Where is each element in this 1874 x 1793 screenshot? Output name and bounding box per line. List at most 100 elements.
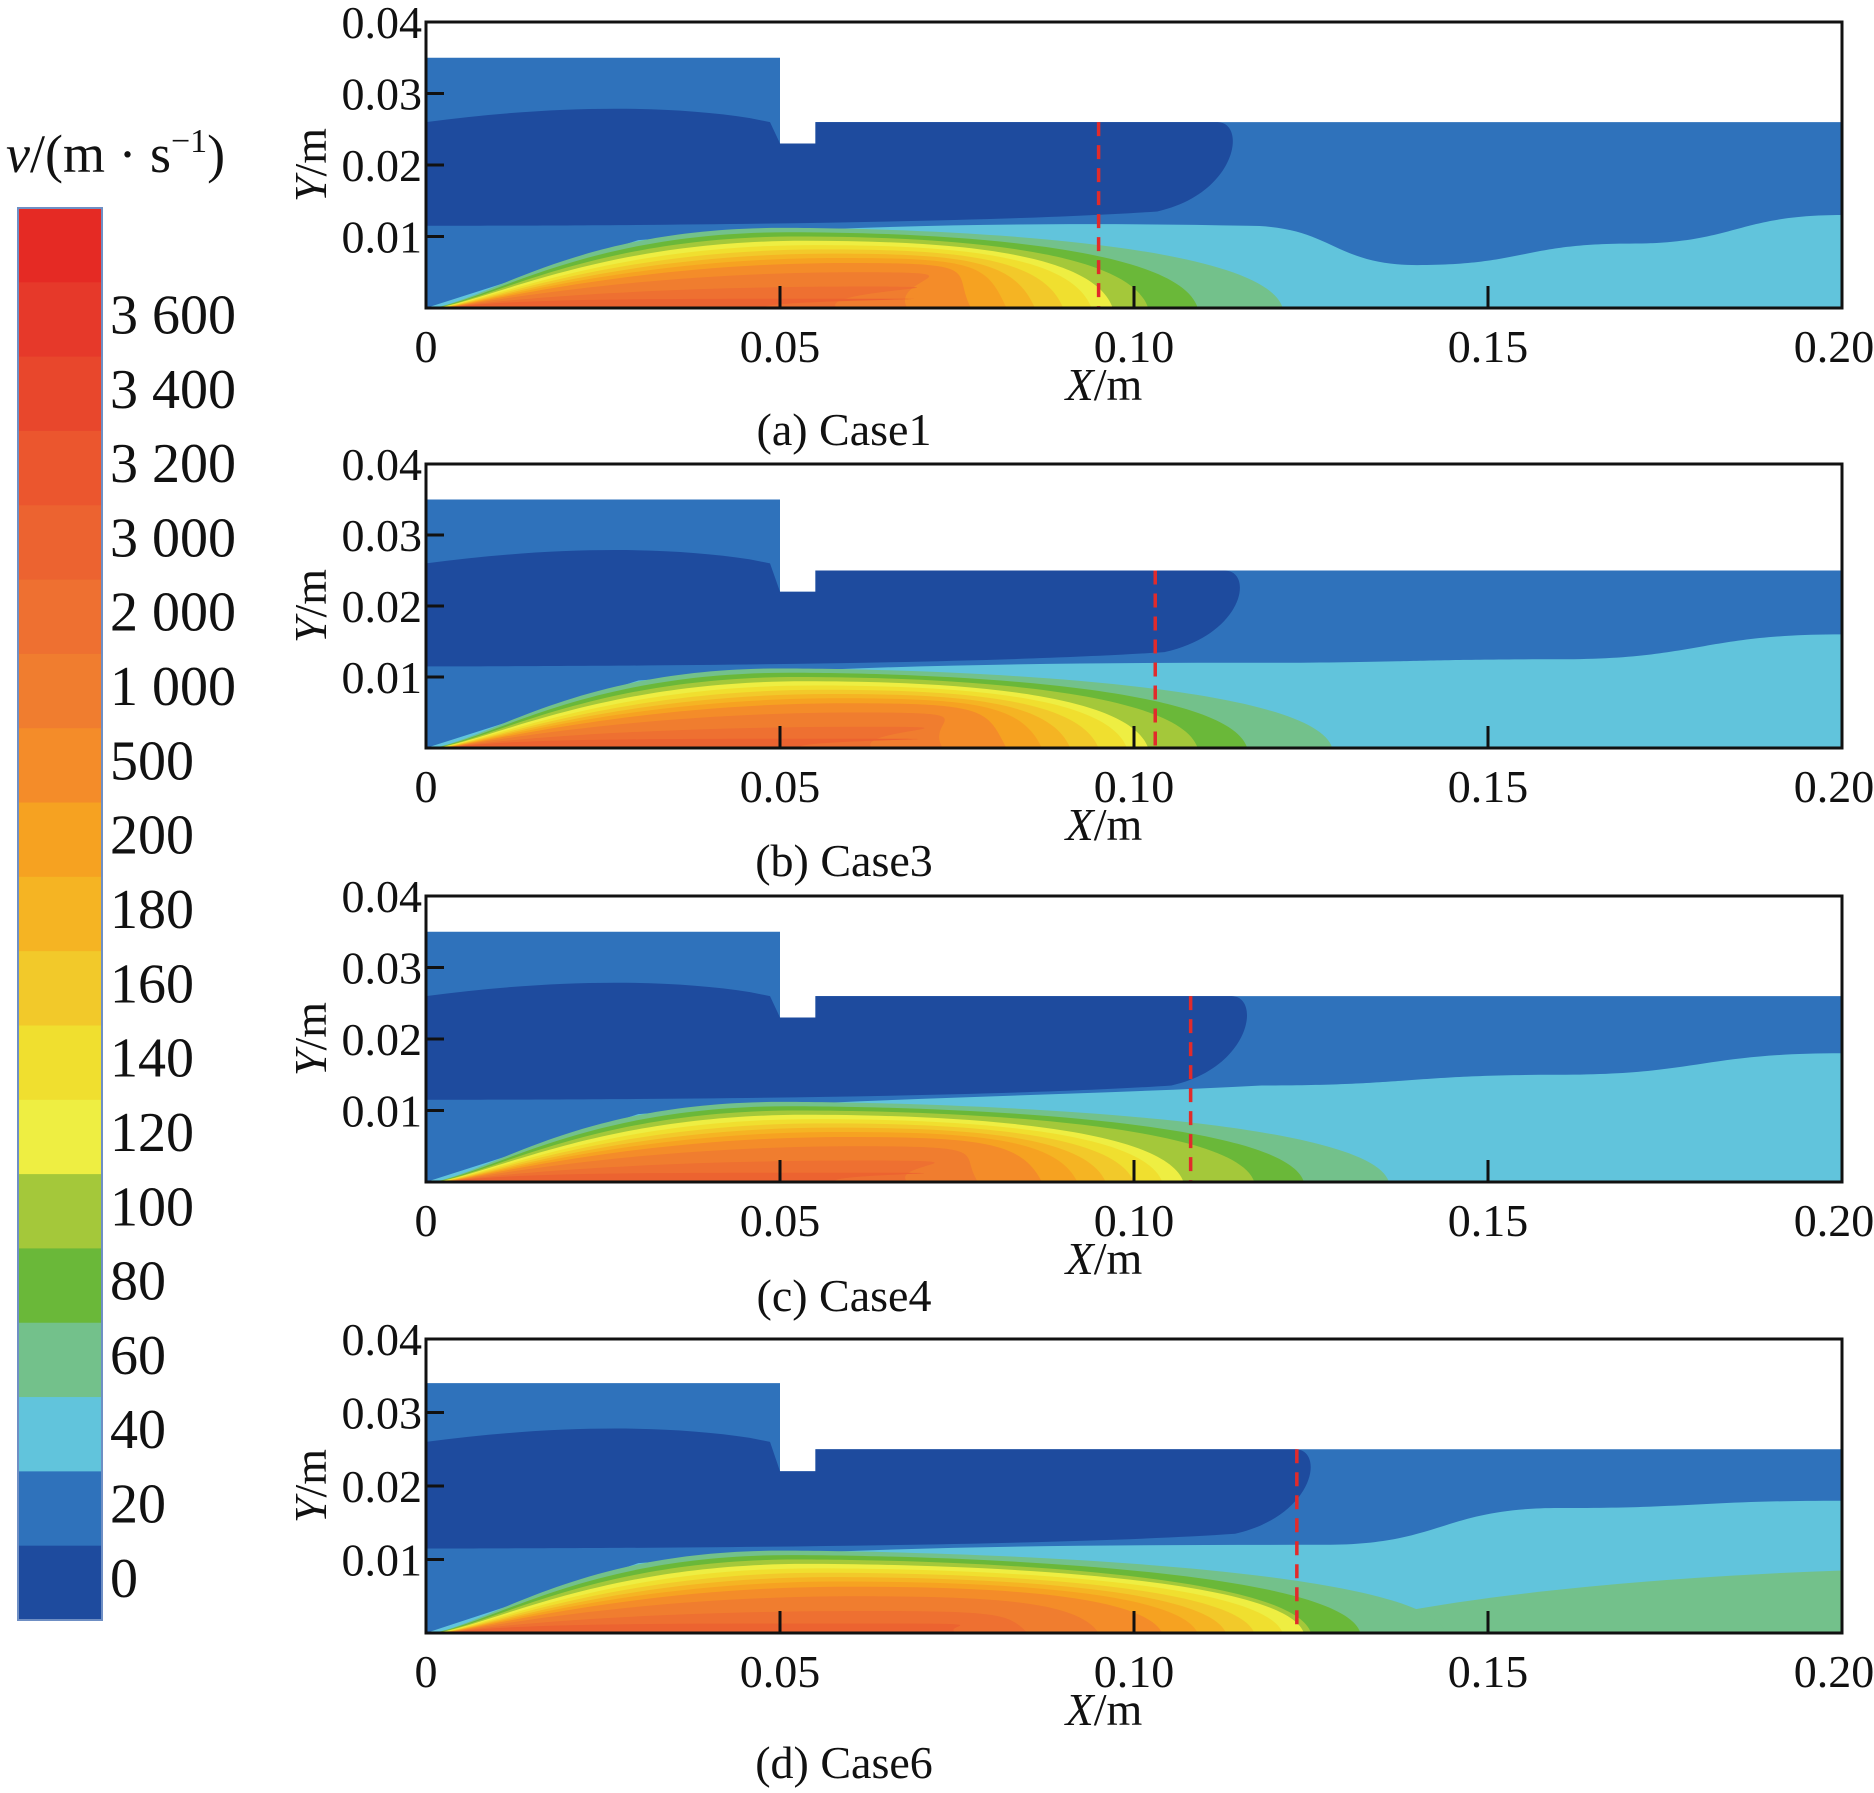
x-tick-label: 0.10 <box>1094 1195 1175 1246</box>
legend-swatch-12 <box>18 1099 102 1175</box>
y-tick-label: 0.03 <box>342 69 423 120</box>
x-axis-label: X/m <box>1064 1684 1143 1735</box>
y-axis-label: Y/m <box>285 1449 336 1523</box>
legend-level-label: 20 <box>110 1474 166 1536</box>
legend-level-label: 40 <box>110 1399 166 1461</box>
legend-swatch-16 <box>18 1397 102 1472</box>
y-axis-label: Y/m <box>285 128 336 202</box>
legend-swatch-11 <box>18 1025 102 1101</box>
panel-caption: (a) Case1 <box>757 404 932 455</box>
legend-level-label: 180 <box>110 879 194 941</box>
y-tick-label: 0.01 <box>342 652 423 703</box>
y-tick-label: 0.02 <box>342 581 423 632</box>
legend-swatch-14 <box>18 1248 102 1324</box>
x-tick-label: 0.05 <box>740 1195 821 1246</box>
legend-swatch-0 <box>18 208 102 283</box>
legend-level-label: 120 <box>110 1102 194 1164</box>
contour-panel-4: 0 0.05 0.10 0.15 0.200.010.020.030.04X/mY/m(… <box>285 1314 1874 1788</box>
y-axis-label-unit: /m <box>285 1002 336 1051</box>
y-axis-label-var: Y <box>285 1493 336 1523</box>
y-tick-label: 0.04 <box>342 439 423 490</box>
y-tick-label: 0.03 <box>342 1388 423 1439</box>
y-axis-label-unit: /m <box>285 569 336 618</box>
x-axis-label: X/m <box>1064 1233 1143 1284</box>
legend-level-label: 200 <box>110 805 194 867</box>
x-axis-label: X/m <box>1064 799 1143 850</box>
downstream-low-speed-green <box>1311 1570 1842 1633</box>
y-tick-label: 0.03 <box>342 943 423 994</box>
x-axis-label-var: X <box>1064 359 1096 410</box>
legend-level-label: 100 <box>110 1176 194 1238</box>
legend-level-label: 60 <box>110 1325 166 1387</box>
jet-core-band-11 <box>448 298 915 308</box>
legend-exponent: −1 <box>171 123 207 160</box>
legend-swatches <box>17 207 103 1621</box>
legend-level-label: 80 <box>110 1251 166 1313</box>
x-tick-label: 0.20 <box>1794 1195 1874 1246</box>
legend-swatch-9 <box>18 876 102 952</box>
x-axis-label-unit: /m <box>1094 799 1143 850</box>
y-tick-label: 0.04 <box>342 0 423 48</box>
x-tick-label: 0 <box>415 321 438 372</box>
x-tick-label: 0.05 <box>740 321 821 372</box>
legend-title: v/(m · s−1) <box>6 123 225 184</box>
x-tick-label: 0.05 <box>740 761 821 812</box>
x-tick-label: 0.15 <box>1448 761 1529 812</box>
x-tick-label: 0.10 <box>1094 1646 1175 1697</box>
legend-level-label: 140 <box>110 1028 194 1090</box>
x-tick-label: 0.15 <box>1448 321 1529 372</box>
legend-level-label: 500 <box>110 730 194 792</box>
panel-caption: (d) Case6 <box>755 1737 933 1788</box>
y-axis-label-unit: /m <box>285 128 336 177</box>
y-axis-label-var: Y <box>285 613 336 643</box>
recirculation-region <box>426 982 1247 1100</box>
legend-swatch-3 <box>18 430 102 506</box>
x-tick-label: 0.20 <box>1794 321 1874 372</box>
legend-swatch-7 <box>18 728 102 804</box>
jet-core-band-11 <box>448 1623 961 1633</box>
legend-swatch-2 <box>18 356 102 432</box>
jet-core-band-11 <box>448 1172 925 1182</box>
x-tick-label: 0.05 <box>740 1646 821 1697</box>
legend-frame <box>17 207 103 1621</box>
contour-panel-2: 0 0.05 0.10 0.15 0.200.010.020.030.04X/mY/m(… <box>285 439 1874 886</box>
x-tick-label: 0.15 <box>1448 1646 1529 1697</box>
x-axis-label-var: X <box>1064 1233 1096 1284</box>
legend-swatch-18 <box>18 1545 102 1621</box>
x-axis-label-var: X <box>1064 799 1096 850</box>
flow-field <box>426 1339 1842 1633</box>
y-tick-label: 0.01 <box>342 1535 423 1586</box>
legend-swatch-1 <box>18 282 102 358</box>
y-axis-label: Y/m <box>285 569 336 643</box>
x-tick-label: 0 <box>415 761 438 812</box>
recirculation-region <box>426 1428 1311 1549</box>
legend-level-label: 0 <box>110 1548 138 1610</box>
legend-unit: /(m · s <box>30 124 171 184</box>
y-tick-label: 0.04 <box>342 1314 423 1365</box>
legend-level-label: 3 600 <box>110 285 236 347</box>
x-tick-label: 0.10 <box>1094 321 1175 372</box>
x-axis-label-unit: /m <box>1094 1684 1143 1735</box>
x-tick-label: 0.10 <box>1094 761 1175 812</box>
legend-swatch-8 <box>18 802 102 878</box>
legend-symbol: v <box>6 124 30 184</box>
panel-caption: (c) Case4 <box>757 1270 932 1321</box>
legend-swatch-6 <box>18 653 102 729</box>
y-tick-label: 0.01 <box>342 1086 423 1137</box>
colorbar-legend: v/(m · s−1) 3 600 3 400 3 200 3 000 2 000 1 0… <box>6 123 236 1621</box>
x-axis-label-unit: /m <box>1094 359 1143 410</box>
jet-core-band-11 <box>448 738 919 748</box>
legend-swatch-5 <box>18 579 102 655</box>
legend-close: ) <box>207 124 225 184</box>
y-tick-label: 0.04 <box>342 871 423 922</box>
x-axis-label: X/m <box>1064 359 1143 410</box>
legend-level-label: 1 000 <box>110 656 236 718</box>
flow-field <box>426 22 1842 308</box>
y-tick-label: 0.02 <box>342 140 423 191</box>
legend-level-label: 2 000 <box>110 582 236 644</box>
y-axis-label-unit: /m <box>285 1449 336 1498</box>
y-tick-label: 0.03 <box>342 510 423 561</box>
flow-field <box>426 464 1842 748</box>
